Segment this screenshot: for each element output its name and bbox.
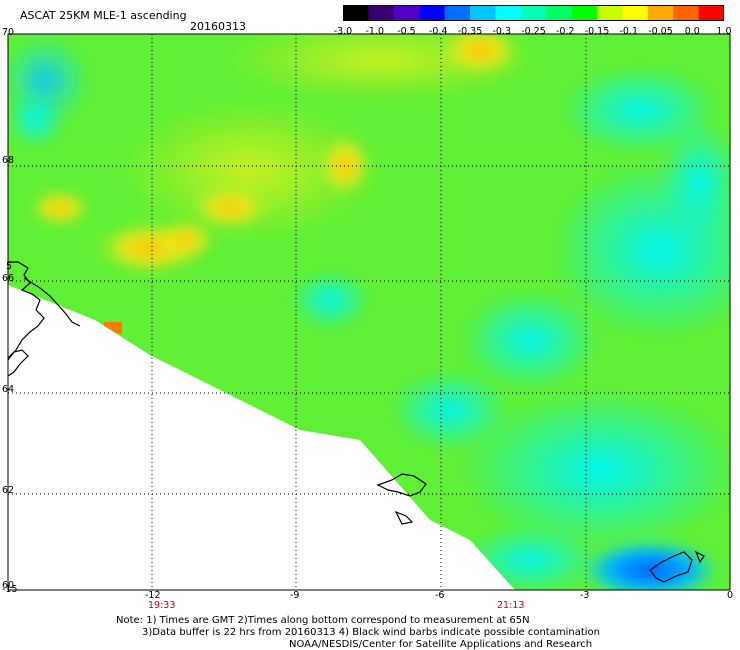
lat-label-62n: 62: [2, 485, 15, 496]
product-title: ASCAT 25KM MLE-1 ascending: [20, 9, 187, 22]
stray-label: 5: [6, 261, 13, 272]
colorbar-swatch: [647, 5, 674, 21]
colorbar-label: -0.05: [648, 26, 673, 37]
lat-label-64n: 64: [2, 384, 15, 395]
colorbar-frame: [343, 5, 724, 21]
date-label: 20160313: [190, 20, 246, 33]
iceland-coast: [7, 261, 45, 359]
colorbar-label: -1.0: [365, 26, 385, 37]
colorbar: [343, 5, 724, 21]
colorbar-label: 1.0: [716, 26, 732, 37]
lat-label-60n: 60: [2, 580, 15, 591]
colorbar-swatch: [520, 5, 547, 21]
colorbar-label: -0.2: [556, 26, 575, 37]
colorbar-swatch: [368, 5, 395, 21]
time-label-1: 19:33: [148, 600, 176, 611]
note-line-3: NOAA/NESDIS/Center for Satellite Applica…: [289, 639, 593, 650]
lon-label-6w: -6: [435, 590, 445, 601]
colorbar-swatch: [622, 5, 649, 21]
colorbar-label: -0.25: [521, 26, 546, 37]
lon-label-3w: -3: [580, 590, 590, 601]
shetland-islet: [694, 550, 705, 564]
lon-label-15w: -15: [2, 584, 18, 595]
colorbar-label: -0.15: [584, 26, 610, 37]
lat-label-70n: 70: [2, 27, 15, 38]
note-line-2: 3)Data buffer is 22 hrs from 20160313 4)…: [142, 627, 600, 638]
colorbar-label: -0.1: [619, 26, 639, 37]
lat-label-68n: 68: [2, 155, 15, 166]
colorbar-label: -0.3: [492, 26, 512, 37]
note-line-1: Note: 1) Times are GMT 2)Times along bot…: [116, 615, 530, 626]
colorbar-label: -3.0: [333, 26, 353, 37]
colorbar-label: -0.35: [457, 26, 483, 37]
colorbar-swatch: [571, 5, 598, 21]
faroe-islands: [376, 473, 427, 497]
colorbar-label: -0.5: [397, 26, 416, 37]
colorbar-label: -0.4: [429, 26, 448, 37]
lon-label-9w: -9: [290, 590, 300, 601]
coastline: [7, 261, 705, 583]
colorbar-swatch: [673, 5, 700, 21]
lon-label-0: 0: [727, 590, 734, 601]
iceland-coast-east: [23, 277, 81, 327]
colorbar-swatch: [546, 5, 573, 21]
graticule: [8, 34, 730, 590]
faroe-islet: [394, 510, 414, 525]
colorbar-swatch: [343, 5, 369, 21]
colorbar-swatch: [495, 5, 522, 21]
map-frame: [7, 33, 731, 591]
colorbar-swatch: [597, 5, 623, 21]
colorbar-label: 0.0: [684, 26, 700, 37]
time-label-2: 21:13: [497, 600, 525, 611]
shetland-coast: [649, 551, 693, 583]
colorbar-swatch: [444, 5, 471, 21]
colorbar-swatch: [698, 5, 724, 21]
lon-label-12w: -12: [145, 590, 161, 601]
iceland-coast-west: [7, 349, 29, 377]
lat-label-66n: 66: [2, 273, 15, 284]
colorbar-swatch: [419, 5, 446, 21]
colorbar-swatch: [393, 5, 420, 21]
colorbar-swatch: [470, 5, 496, 21]
